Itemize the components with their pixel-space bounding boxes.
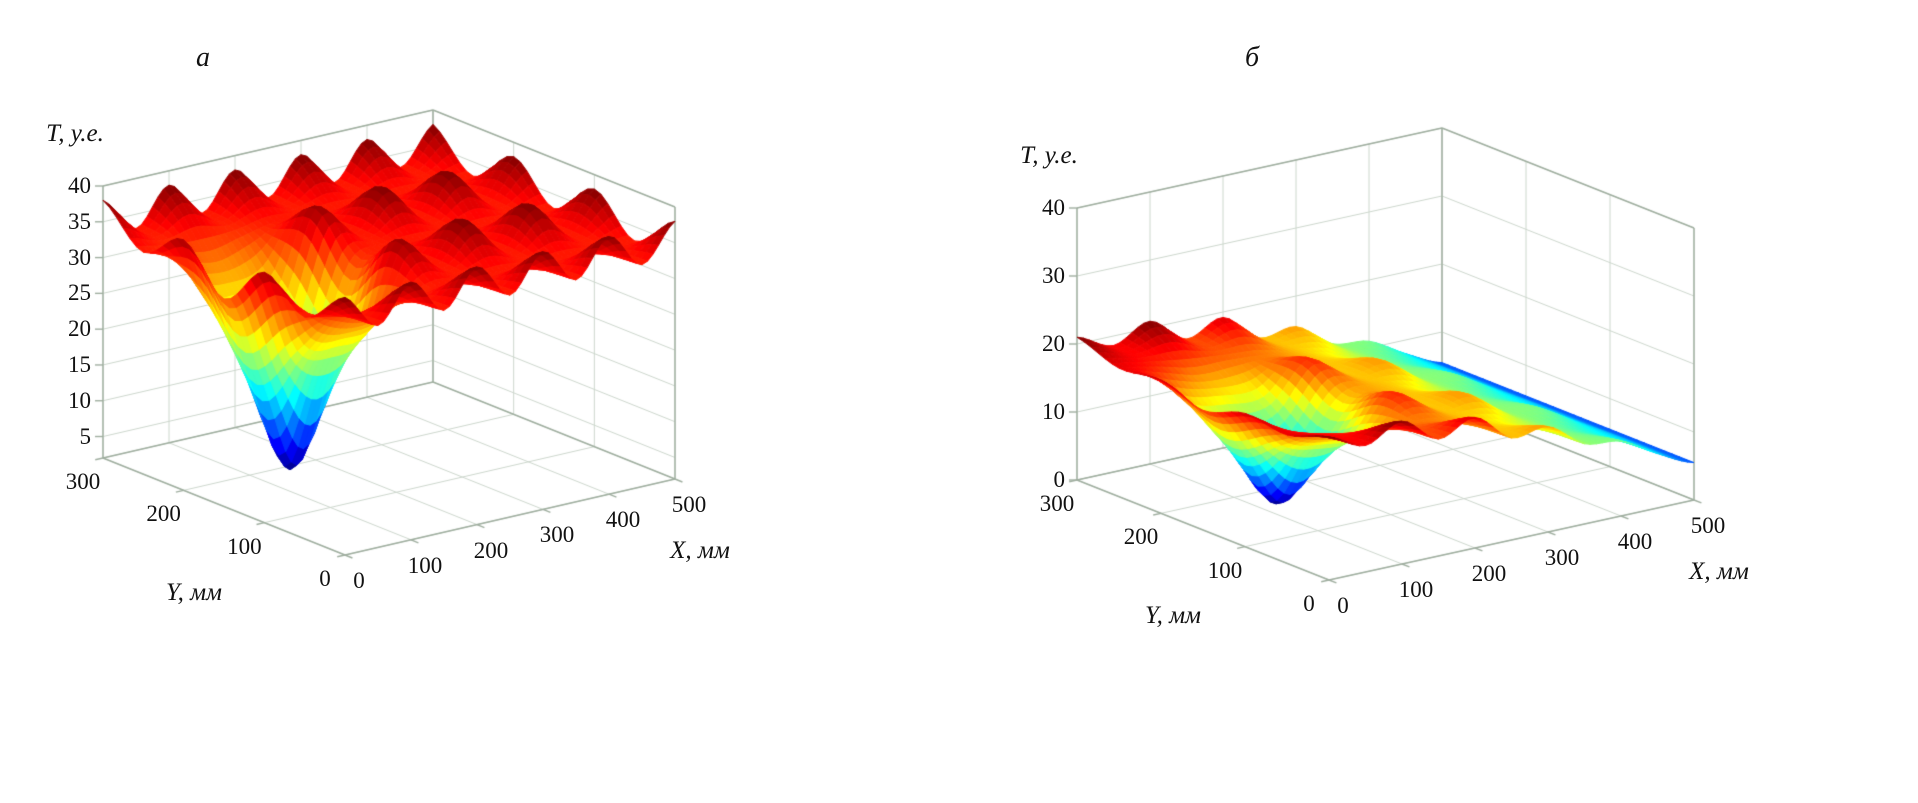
surface-plot-panel-b: б 01002003004005000100200300010203040X, … xyxy=(959,0,1918,803)
surface-plot-canvas-b xyxy=(959,0,1918,803)
surface-plot-canvas-a xyxy=(0,0,959,803)
surface-plot-panel-a: а 01002003004005000100200300510152025303… xyxy=(0,0,959,803)
